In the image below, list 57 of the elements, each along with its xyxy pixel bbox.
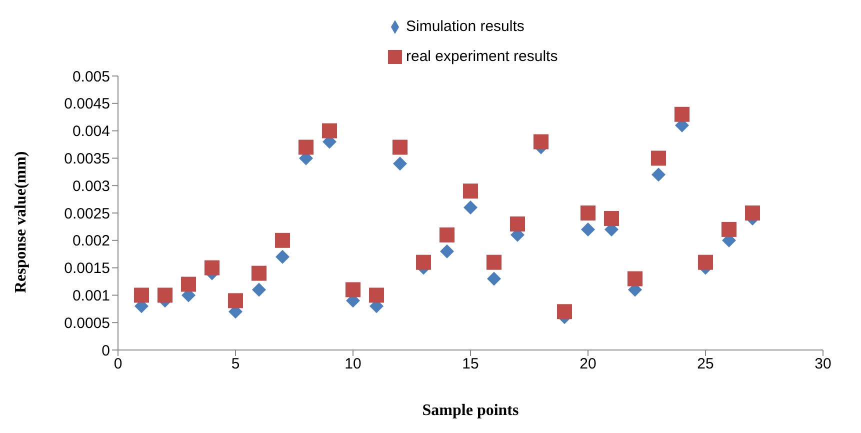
point	[204, 260, 220, 276]
point	[228, 293, 243, 308]
point	[134, 288, 149, 303]
point	[674, 106, 690, 122]
point	[276, 250, 290, 264]
y-tick-label: 0.005	[72, 68, 110, 86]
point	[557, 304, 572, 320]
y-tick-label: 0.003	[72, 178, 110, 195]
y-tick-label: 0.0025	[64, 205, 110, 222]
y-tick-label: 0.004	[72, 123, 110, 140]
point	[440, 227, 454, 242]
x-tick-label: 10	[344, 356, 362, 373]
point	[392, 140, 408, 155]
point	[487, 272, 501, 286]
y-tick-label: 0.0045	[64, 96, 110, 113]
y-tick-label: 0.0035	[64, 150, 110, 168]
point	[416, 254, 431, 270]
point	[722, 222, 736, 237]
point	[298, 140, 314, 155]
point	[652, 168, 666, 182]
point	[463, 184, 478, 199]
point	[393, 156, 407, 171]
point	[745, 206, 760, 220]
point	[604, 210, 619, 226]
y-tick-label: 0	[102, 342, 110, 360]
point	[275, 232, 290, 248]
point	[464, 200, 478, 215]
point	[580, 206, 596, 220]
y-tick-label: 0.0015	[64, 260, 110, 278]
point	[534, 134, 548, 150]
legend-label: Simulation results	[406, 18, 524, 35]
point	[510, 216, 525, 232]
x-tick-label: 25	[697, 356, 714, 373]
legend-label: real experiment results	[406, 48, 558, 65]
x-axis-title: Sample points	[422, 402, 519, 419]
point	[628, 271, 642, 286]
x-tick-label: 30	[814, 356, 832, 373]
point	[581, 222, 595, 236]
point	[181, 276, 196, 292]
y-tick-label: 0.002	[72, 232, 110, 250]
point	[486, 254, 502, 270]
point	[698, 254, 713, 270]
x-tick-label: 20	[580, 356, 596, 373]
y-tick-label: 0.0005	[64, 314, 110, 332]
point	[440, 244, 454, 258]
point	[346, 282, 360, 298]
point	[369, 288, 384, 303]
y-tick-label: 0.001	[72, 288, 110, 305]
x-tick-label: 0	[114, 356, 122, 373]
point	[252, 282, 266, 297]
x-tick-label: 5	[231, 356, 240, 373]
point	[252, 266, 266, 281]
point	[322, 123, 337, 138]
point	[651, 150, 666, 166]
point	[158, 288, 172, 303]
x-tick-label: 15	[462, 356, 479, 373]
y-axis-title: Response value(mm)	[12, 151, 30, 293]
